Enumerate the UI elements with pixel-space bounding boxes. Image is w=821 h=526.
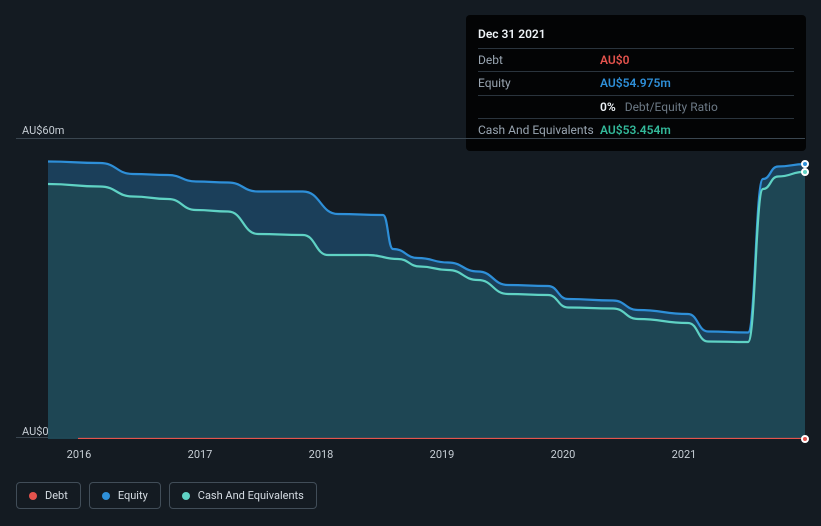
legend-item[interactable]: Debt: [16, 482, 81, 509]
series-end-marker: [801, 168, 809, 176]
tooltip-row-label: Debt: [478, 52, 600, 68]
tooltip-row-label: Equity: [478, 75, 600, 91]
tooltip-date: Dec 31 2021: [478, 23, 794, 48]
area-chart-svg: [48, 139, 805, 439]
x-axis-labels: 2016 2017 2018 2019 2020 2021: [16, 448, 805, 464]
legend-item-label: Debt: [45, 489, 68, 502]
legend-item[interactable]: Equity: [89, 482, 161, 509]
x-axis-tick-label: 2017: [188, 448, 213, 461]
tooltip-row-label: Cash And Equivalents: [478, 122, 600, 138]
tooltip-row: 0% Debt/Equity Ratio: [478, 95, 794, 118]
plot-area: [16, 138, 805, 438]
series-end-marker: [801, 435, 809, 443]
legend-dot-icon: [29, 492, 37, 500]
tooltip-row-value: AU$0: [600, 52, 630, 68]
tooltip-row: EquityAU$54.975m: [478, 71, 794, 94]
x-axis-tick-label: 2016: [67, 448, 92, 461]
legend-item[interactable]: Cash And Equivalents: [169, 482, 317, 509]
legend-item-label: Cash And Equivalents: [198, 489, 304, 502]
legend-dot-icon: [182, 492, 190, 500]
x-axis-tick-label: 2018: [309, 448, 334, 461]
y-axis-max-label: AU$60m: [22, 124, 64, 137]
legend-dot-icon: [102, 492, 110, 500]
x-axis-tick-label: 2020: [551, 448, 576, 461]
tooltip-row-note: Debt/Equity Ratio: [622, 100, 718, 114]
tooltip-row: DebtAU$0: [478, 48, 794, 71]
data-tooltip: Dec 31 2021 DebtAU$0EquityAU$54.975m0% D…: [466, 15, 806, 151]
tooltip-row-value: AU$53.454m: [600, 122, 671, 138]
x-axis-tick-label: 2019: [430, 448, 455, 461]
tooltip-row-value: 0% Debt/Equity Ratio: [600, 99, 718, 115]
tooltip-row-value: AU$54.975m: [600, 75, 671, 91]
x-axis-tick-label: 2021: [672, 448, 697, 461]
legend-item-label: Equity: [118, 489, 148, 502]
financial-chart-panel: Dec 31 2021 DebtAU$0EquityAU$54.975m0% D…: [0, 0, 821, 526]
legend: Debt Equity Cash And Equivalents: [16, 482, 317, 509]
